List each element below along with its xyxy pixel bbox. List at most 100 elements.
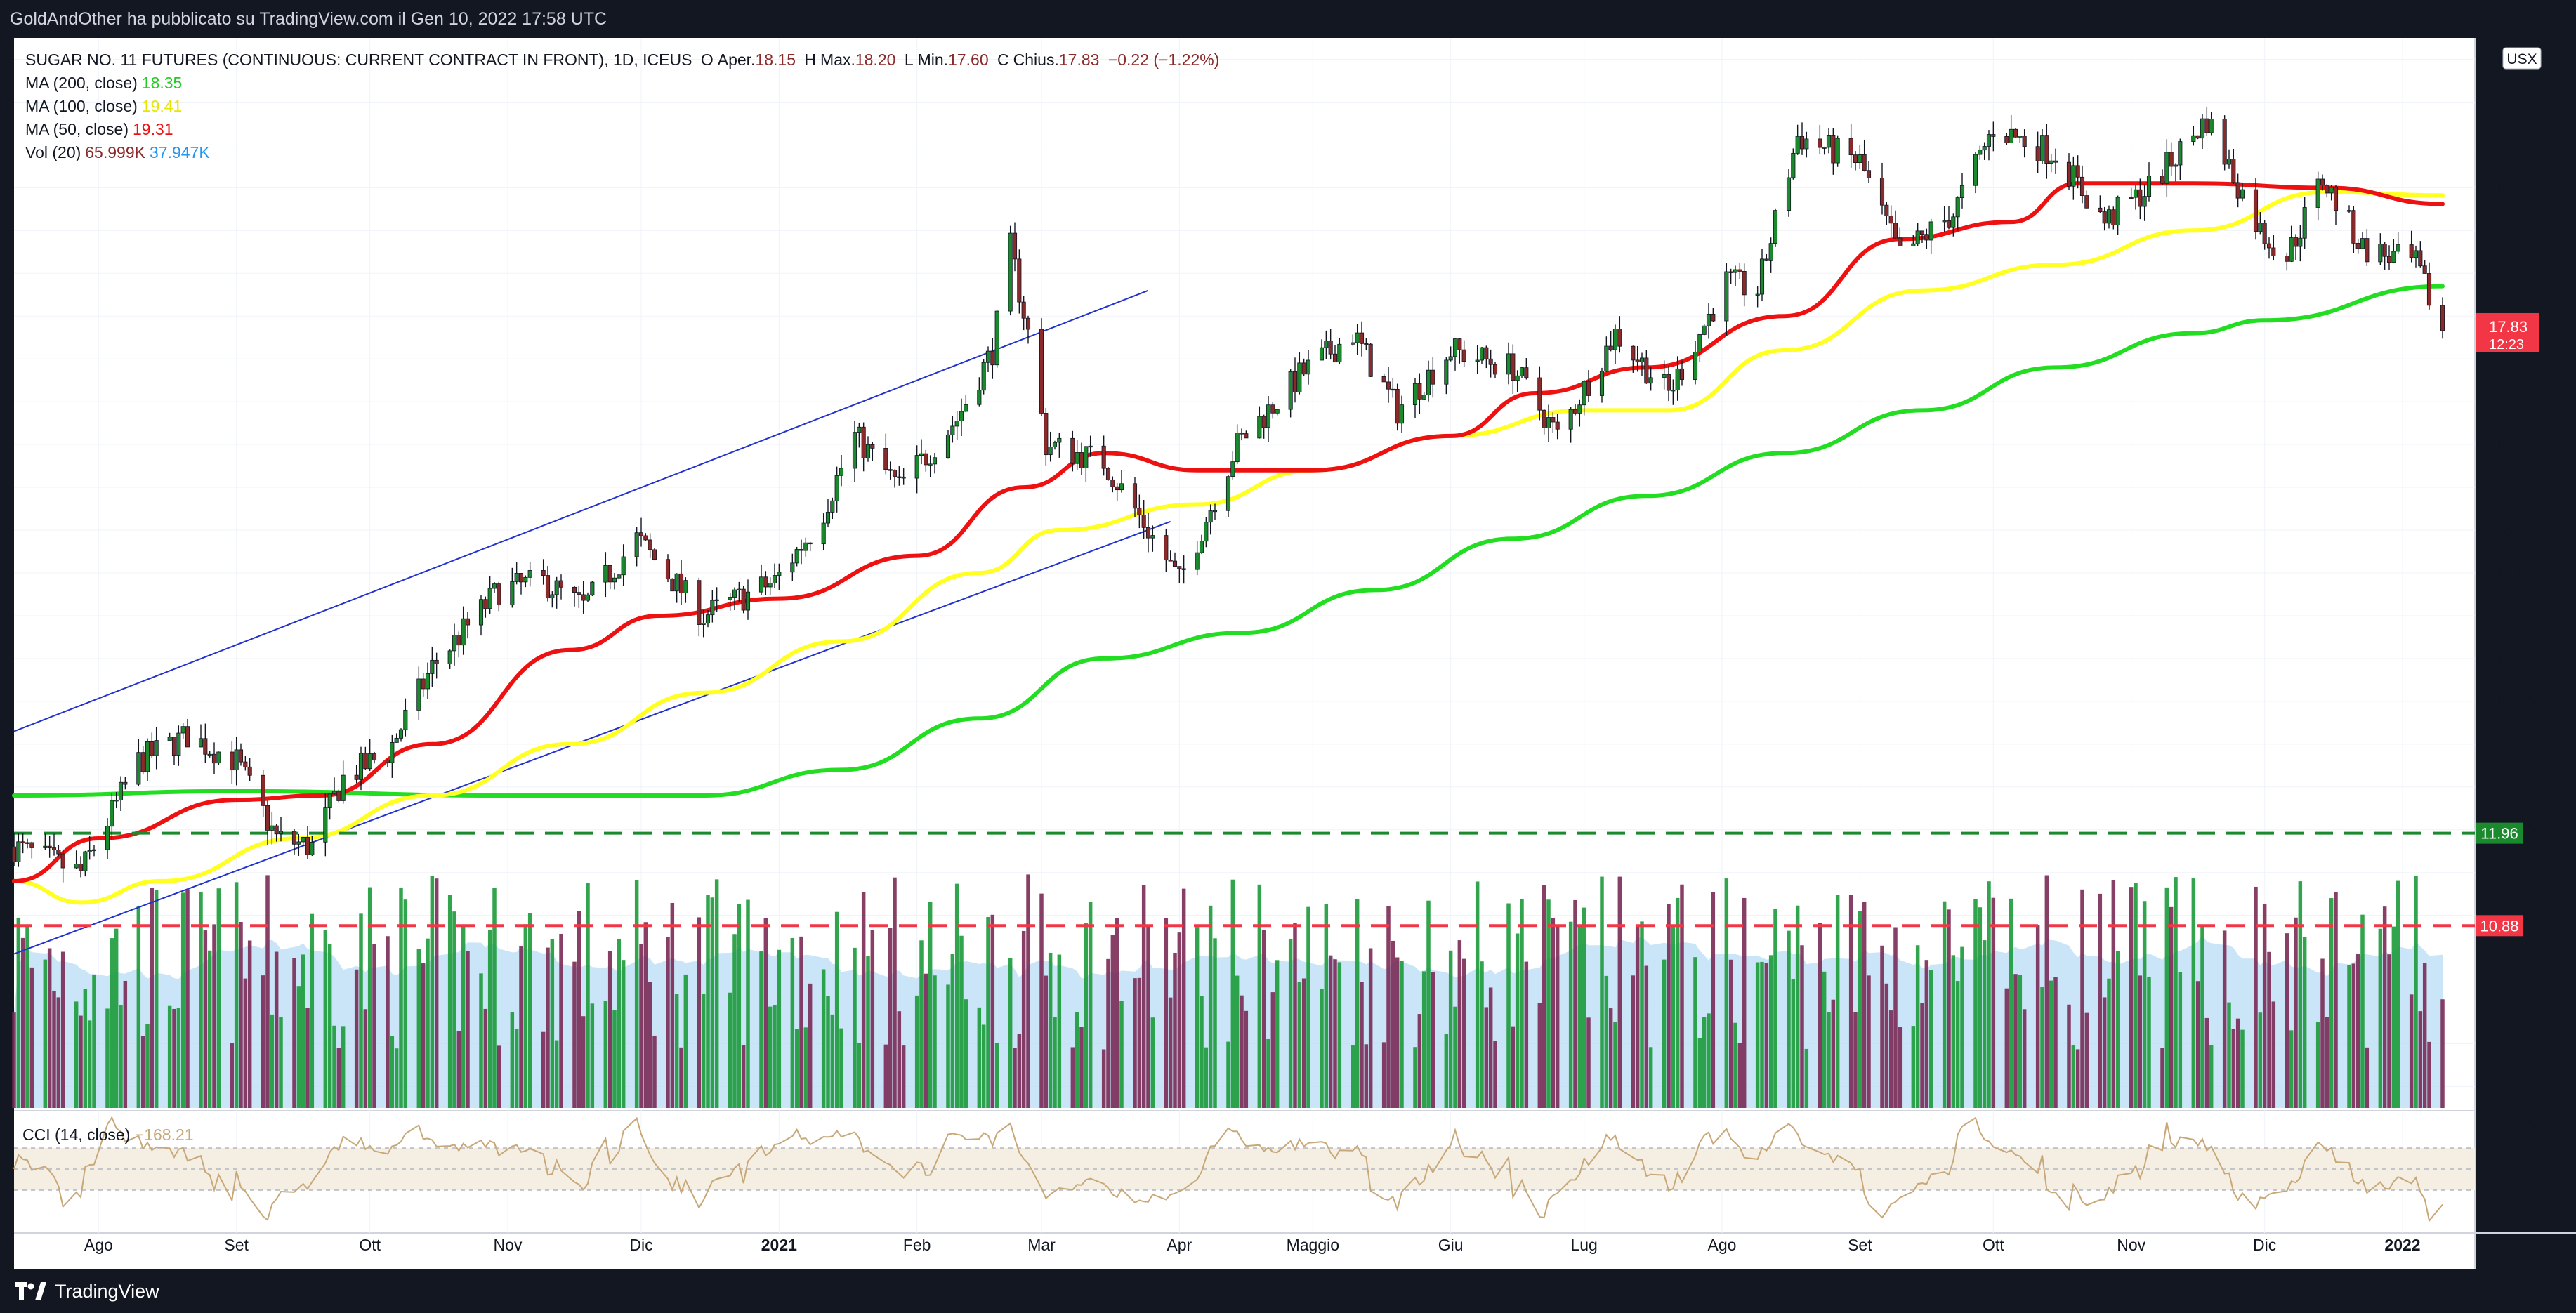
candle-body <box>2169 152 2174 167</box>
candle-body <box>1351 342 1355 345</box>
candle-body <box>305 836 310 855</box>
y-tick-label: 17.50 <box>2495 350 2535 368</box>
candle-body <box>20 841 25 843</box>
candle-body <box>1959 185 1965 199</box>
volume-bar <box>1324 904 1329 1108</box>
ma50-line <box>12 181 2445 883</box>
legend-low-label: L <box>904 51 914 69</box>
candle-body <box>1799 136 1805 150</box>
volume-bar <box>1600 876 1604 1108</box>
horizontal-levels[interactable] <box>14 831 2475 928</box>
level-badge-label: 11.96 <box>2480 825 2518 843</box>
candle-body <box>1150 535 1155 539</box>
candle-body <box>278 831 284 835</box>
candle-body <box>461 618 466 646</box>
volume-bar <box>466 951 470 1108</box>
volume-bar <box>612 1010 617 1108</box>
volume-bar <box>519 945 523 1108</box>
volume-bar <box>354 969 359 1108</box>
candle-body <box>861 426 866 458</box>
candle-body <box>990 350 995 366</box>
volume-bar <box>897 1011 902 1108</box>
currency-label[interactable]: USX <box>2506 51 2537 67</box>
volume-bar <box>1613 1021 1617 1108</box>
volume-bar <box>1697 1038 1702 1108</box>
candle-body <box>2346 210 2352 212</box>
x-tick-label: Nov <box>494 1236 523 1254</box>
corner-labels[interactable]: 2 USX <box>2492 47 2542 70</box>
volume-bar <box>2294 917 2298 1108</box>
candle-body <box>1711 314 1716 322</box>
ma200-line <box>12 284 2445 798</box>
candle-body <box>523 576 528 583</box>
y-tick-label: 15.50 <box>2495 521 2535 539</box>
candle-body <box>648 539 652 550</box>
candle-body <box>1866 170 1872 178</box>
volume-bar <box>741 1045 746 1108</box>
legend-ma200: MA (200, close) 18.35 <box>25 74 186 93</box>
candle-body <box>914 455 919 479</box>
volume-bar <box>1208 905 1213 1108</box>
candle-body <box>924 453 928 466</box>
legend-close-text: Chius. <box>1013 51 1059 69</box>
volume-bar <box>2329 898 2334 1108</box>
candle-body <box>1617 329 1622 347</box>
volume-bar <box>114 928 119 1108</box>
candle-body <box>1395 388 1400 424</box>
volume-bar <box>648 982 652 1108</box>
volume-bar <box>1764 963 1769 1108</box>
candle-body <box>1955 197 1960 218</box>
candle-body <box>1898 237 1903 246</box>
volume-bar <box>621 960 626 1108</box>
volume-bar <box>2004 988 2009 1108</box>
candle-body <box>697 580 702 625</box>
volume-bar <box>697 917 702 1108</box>
candle-body <box>732 589 737 598</box>
candle-body <box>1928 221 1933 241</box>
candle-body <box>1773 210 1778 244</box>
volume-bar <box>2204 1017 2209 1108</box>
volume-bar <box>737 904 742 1108</box>
candle-body <box>83 851 88 871</box>
volume-bar <box>1755 962 1760 1108</box>
volume-bar <box>2355 953 2360 1108</box>
footer-brand[interactable]: TradingView <box>55 1280 159 1302</box>
candle-body <box>2164 152 2169 184</box>
currency-box[interactable] <box>2502 47 2542 70</box>
candle-body <box>2271 247 2276 256</box>
volume-bar <box>839 1028 843 1108</box>
volume-bar <box>928 902 933 1108</box>
volume-bar <box>1791 979 1796 1108</box>
candle-body <box>327 793 332 808</box>
candle-body <box>1608 345 1613 350</box>
candle-body <box>1457 338 1462 350</box>
x-tick-label: Mar <box>1027 1236 1056 1254</box>
volume-bar <box>1831 999 1836 1108</box>
volume-bar <box>461 925 466 1108</box>
candle-body <box>1978 150 1983 155</box>
candle-body <box>2262 223 2267 244</box>
candle-body <box>2084 195 2089 209</box>
candle-body <box>1324 341 1329 348</box>
trend-channel[interactable] <box>13 289 1171 955</box>
legend-vol-label: Vol (20) <box>25 143 81 161</box>
volume-bar <box>2174 877 2178 1108</box>
tradingview-logo-icon[interactable] <box>15 1282 46 1300</box>
volume-bar <box>1288 939 1293 1108</box>
volume-bar <box>1648 1047 1653 1108</box>
volume-bar <box>296 986 301 1108</box>
volume-bar <box>2365 1047 2370 1108</box>
candle-body <box>270 825 275 831</box>
candle-body <box>367 753 372 770</box>
volume-bar <box>2035 925 2040 1108</box>
candle-body <box>1555 421 1560 430</box>
candle-body <box>2440 305 2445 331</box>
volume-bar <box>919 940 924 1108</box>
volume-bar <box>203 930 208 1108</box>
candle-body <box>1359 332 1365 344</box>
volume-bar <box>2347 965 2351 1108</box>
candle-body <box>1386 381 1391 390</box>
volume-bar <box>2107 978 2111 1108</box>
candle-body <box>238 749 244 763</box>
